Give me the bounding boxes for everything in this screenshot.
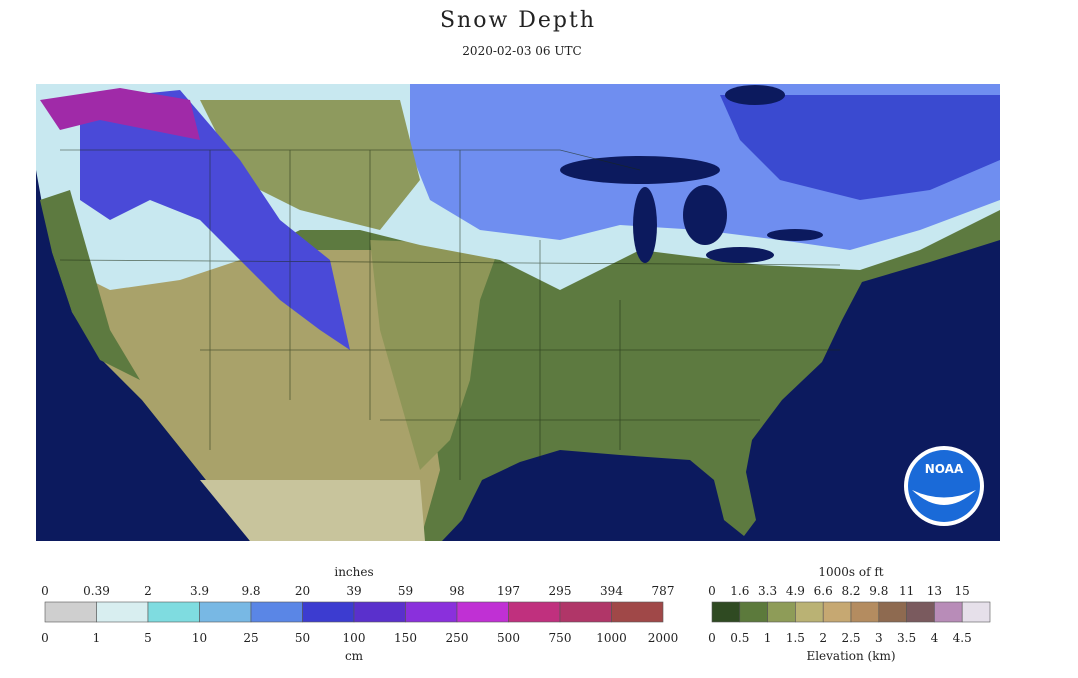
legend-label: 1: [764, 631, 772, 645]
legend-swatch: [44, 601, 97, 623]
legend-label: 2.5: [841, 631, 860, 645]
legend-swatch: [559, 601, 612, 623]
plains-region: [370, 240, 500, 470]
legend-swatch: [302, 601, 355, 623]
legend-swatch: [405, 601, 458, 623]
legend-unit: inches: [334, 565, 373, 579]
legend-swatch: [850, 601, 880, 623]
legend-label: 6.6: [814, 584, 833, 598]
legend-swatch: [822, 601, 852, 623]
legend-label: 787: [652, 584, 675, 598]
legend-label: 4: [931, 631, 939, 645]
legend-swatch: [250, 601, 303, 623]
legend-label: 20: [295, 584, 310, 598]
legend-label: 0.39: [83, 584, 110, 598]
legend-label: 500: [497, 631, 520, 645]
legend-label: 39: [346, 584, 361, 598]
legend-swatch: [961, 601, 991, 623]
legend-label: 150: [394, 631, 417, 645]
legend-label: 0.5: [730, 631, 749, 645]
mexico-plateau: [200, 480, 425, 541]
legend-label: 4.9: [786, 584, 805, 598]
legend-swatch: [878, 601, 907, 623]
mountain-snow: [80, 90, 350, 350]
legend-label: 0: [708, 584, 716, 598]
arid-region: [60, 250, 470, 541]
legend-label: 11: [899, 584, 914, 598]
legend-label: 1: [93, 631, 101, 645]
legend-swatch: [611, 601, 664, 623]
legend-label: 2: [144, 584, 152, 598]
legend-label: 750: [549, 631, 572, 645]
boundaries: [59, 149, 841, 480]
legend-label: 8.2: [841, 584, 860, 598]
legend-label: 295: [549, 584, 572, 598]
legend-swatch: [508, 601, 561, 623]
legend-label: 0: [708, 631, 716, 645]
arid-north: [200, 100, 420, 230]
legend-swatch: [711, 601, 741, 623]
legend-swatch: [96, 601, 149, 623]
legend-unit: Elevation (km): [806, 649, 895, 663]
legend-swatch: [795, 601, 824, 623]
legend-label: 3.9: [190, 584, 209, 598]
legend-swatch: [906, 601, 935, 623]
legend-swatch: [767, 601, 796, 623]
legend-label: 3: [875, 631, 883, 645]
legend-label: 9.8: [869, 584, 888, 598]
legend-swatch: [199, 601, 252, 623]
legend-swatch: [739, 601, 768, 623]
map: NOAA: [36, 84, 1000, 541]
title: Snow Depth: [440, 8, 596, 33]
legend-swatch: [353, 601, 406, 623]
legend-label: 250: [446, 631, 469, 645]
noaa-logo: NOAA: [904, 446, 984, 526]
legend-label: 59: [398, 584, 413, 598]
legend-swatch: [147, 601, 200, 623]
legend-label: 13: [927, 584, 942, 598]
legend-label: 100: [343, 631, 366, 645]
legend-label: 2000: [648, 631, 679, 645]
mountain-snow-purple: [40, 88, 200, 140]
legend-label: 98: [449, 584, 464, 598]
snow-deep: [720, 95, 1000, 200]
legend-label: 197: [497, 584, 520, 598]
legend-label: 394: [600, 584, 623, 598]
legend-label: 15: [955, 584, 970, 598]
legend-label: 0: [41, 631, 49, 645]
legend-swatch: [456, 601, 509, 623]
legend-label: 25: [243, 631, 258, 645]
legend-unit: 1000s of ft: [818, 565, 883, 579]
legend-unit: cm: [345, 649, 364, 663]
legend-swatch: [934, 601, 963, 623]
legend-label: 1.6: [730, 584, 749, 598]
timestamp: 2020-02-03 06 UTC: [462, 44, 581, 58]
legend-label: 9.8: [241, 584, 260, 598]
legend-label: 0: [41, 584, 49, 598]
legend-label: 1.5: [786, 631, 805, 645]
logo-text: NOAA: [925, 462, 964, 476]
legend-label: 10: [192, 631, 207, 645]
west-coast: [40, 190, 140, 380]
legend-label: 50: [295, 631, 310, 645]
legend-label: 3.3: [758, 584, 777, 598]
legend-label: 5: [144, 631, 152, 645]
legend-label: 4.5: [953, 631, 972, 645]
legend-label: 1000: [596, 631, 627, 645]
legend-label: 2: [819, 631, 827, 645]
legend-label: 3.5: [897, 631, 916, 645]
